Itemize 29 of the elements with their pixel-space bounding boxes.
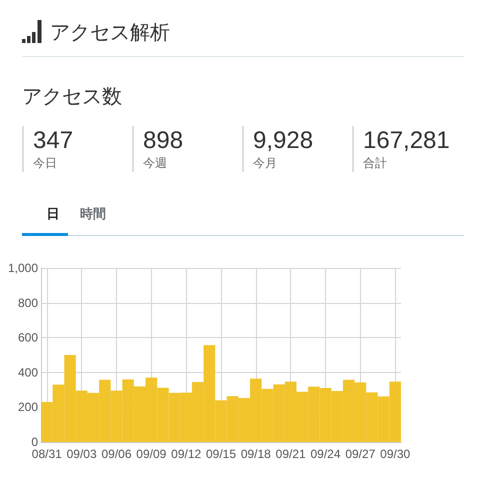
x-tick-label: 09/12 [171,447,202,461]
y-tick-label: 200 [18,400,38,414]
y-tick-label: 800 [18,296,38,310]
y-tick-label: 0 [31,435,38,449]
x-tick-label: 09/09 [136,447,167,461]
x-tick-label: 09/15 [206,447,236,461]
chart-subtitle: アクセス数 [22,85,122,110]
x-tick-label: 09/27 [345,447,376,461]
x-tick-label: 09/21 [276,447,306,461]
text: 今日 [33,155,57,171]
y-tick-label: 600 [18,330,38,345]
text: 347 [33,127,74,155]
text: 合計 [363,155,387,171]
x-tick-label: 09/24 [310,447,341,461]
text: 今月 [253,155,277,171]
x-tick-label: 09/30 [380,447,411,461]
x-tick-label: 09/06 [101,447,132,461]
x-tick-label: 09/18 [240,447,272,461]
text: 今週 [143,155,167,171]
text: 9,928 [253,127,314,155]
text: 時間 [80,205,107,223]
x-tick-label: 08/31 [32,447,62,461]
x-tick-label: 09/03 [66,447,97,461]
text: 898 [143,127,184,155]
y-tick-label: 1,000 [8,261,38,275]
chart-title: アクセス解析 [50,21,170,46]
text: 167,281 [363,127,450,155]
text: 日 [46,205,60,223]
y-tick-label: 400 [18,365,38,380]
